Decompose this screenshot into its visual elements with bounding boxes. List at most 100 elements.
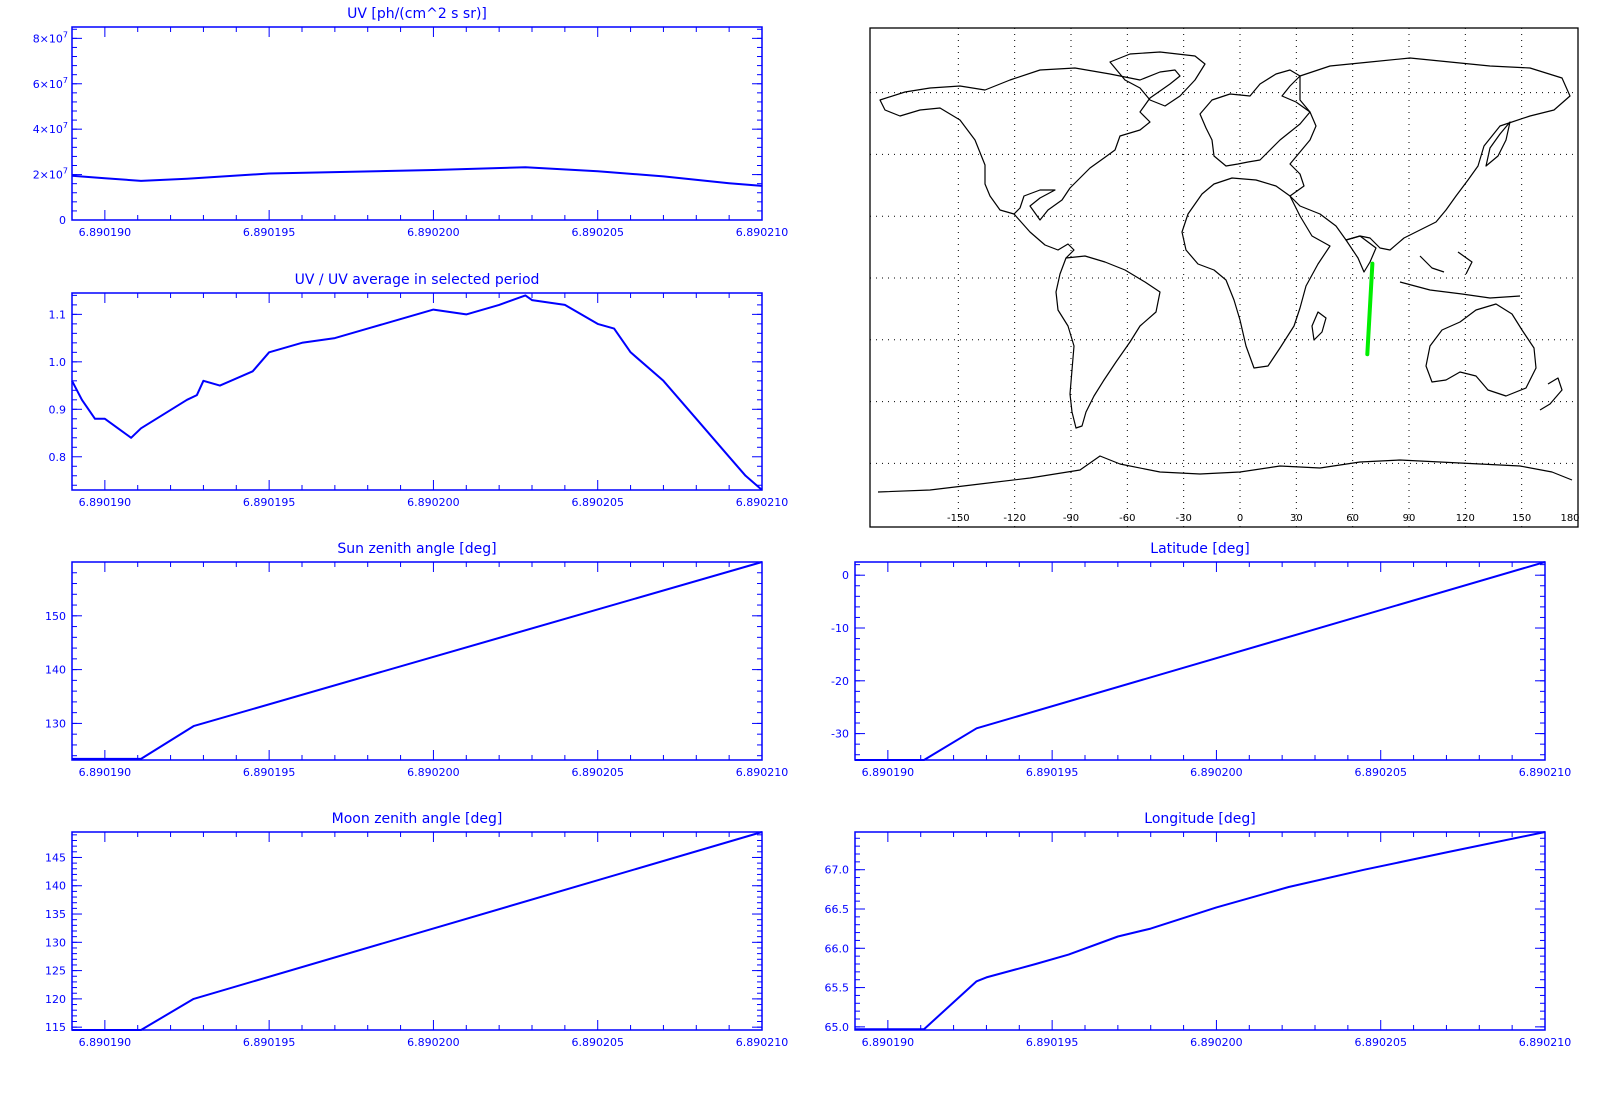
plot-frame — [854, 561, 1546, 761]
coast-india — [1345, 235, 1377, 273]
y-tick-label: 150 — [45, 610, 66, 623]
series-line — [72, 831, 763, 1031]
plot-frame — [71, 292, 763, 491]
coast-japan — [1485, 121, 1511, 167]
uv-chart: UV [ph/(cm^2 s sr)] 6.890190 6.890195 6.890… — [33, 6, 789, 239]
chart-title: Sun zenith angle [deg] — [337, 541, 496, 557]
coast-europe — [1199, 69, 1311, 167]
y-tick-label: 6×107 — [33, 76, 68, 91]
map-tick-label: -90 — [1063, 513, 1079, 524]
y-tick-label: 65.0 — [825, 1021, 850, 1034]
coast-indonesia — [1399, 251, 1521, 299]
map-tick-label: -30 — [1175, 513, 1191, 524]
y-tick-label: 115 — [45, 1021, 66, 1034]
longitude-chart: Longitude [deg] 6.890190 6.890195 6.890200 6… — [825, 811, 1572, 1049]
y-tick-label: 130 — [45, 936, 66, 949]
coast-australia — [1425, 303, 1537, 397]
x-tick-label: 6.890205 — [571, 496, 624, 509]
coast-africa — [1181, 177, 1331, 369]
plot-frame — [71, 26, 763, 221]
y-tick-label: 130 — [45, 717, 66, 730]
x-tick-label: 6.890210 — [736, 766, 789, 779]
map-tick-label: -120 — [1003, 513, 1026, 524]
x-tick-label: 6.890205 — [1354, 766, 1407, 779]
series-line — [71, 166, 763, 187]
y-tick-label: 65.5 — [825, 982, 850, 995]
x-tick-label: 6.890195 — [1026, 766, 1079, 779]
sun-zenith-chart: Sun zenith angle [deg] 6.890190 6.890195 6.… — [45, 541, 788, 779]
x-tick-label: 6.890200 — [407, 226, 460, 239]
y-tick-label: -20 — [831, 675, 849, 688]
y-tick-label: 140 — [45, 880, 66, 893]
map-tick-label: 180 — [1560, 513, 1579, 524]
y-tick-label: 66.5 — [825, 903, 850, 916]
coast-madagascar — [1311, 311, 1327, 341]
world-map-panel: -150 -120 -90 -60 -30 0 30 60 90 120 150 180 — [869, 27, 1580, 528]
x-tick-label: 6.890195 — [243, 766, 296, 779]
series-line — [72, 561, 763, 760]
y-tick-label: 0 — [59, 214, 66, 227]
chart-title: UV [ph/(cm^2 s sr)] — [347, 6, 487, 22]
coast-south-america — [1055, 255, 1161, 429]
chart-title: UV / UV average in selected period — [295, 272, 540, 288]
chart-title: Moon zenith angle [deg] — [332, 811, 503, 827]
map-tick-label: 30 — [1290, 513, 1303, 524]
coast-antarctica — [877, 455, 1573, 493]
y-tick-label: 67.0 — [825, 864, 850, 877]
x-tick-label: 6.890190 — [79, 766, 132, 779]
x-tick-label: 6.890195 — [243, 496, 296, 509]
x-tick-label: 6.890210 — [736, 1036, 789, 1049]
x-tick-label: 6.890205 — [571, 1036, 624, 1049]
plot-frame — [854, 831, 1546, 1031]
x-tick-label: 6.890190 — [79, 496, 132, 509]
x-tick-label: 6.890190 — [79, 226, 132, 239]
y-tick-label: 8×107 — [33, 30, 68, 45]
series-line — [855, 831, 1546, 1031]
x-tick-label: 6.890200 — [407, 1036, 460, 1049]
x-tick-label: 6.890190 — [79, 1036, 132, 1049]
x-tick-label: 6.890190 — [862, 766, 915, 779]
y-tick-label: 140 — [45, 664, 66, 677]
y-tick-label: 1.1 — [49, 308, 67, 321]
uv-ratio-chart: UV / UV average in selected period 6.8901… — [49, 272, 789, 509]
y-tick-label: 145 — [45, 851, 66, 864]
map-tick-label: 0 — [1237, 513, 1243, 524]
x-tick-label: 6.890195 — [243, 1036, 296, 1049]
series-line — [855, 561, 1546, 761]
map-tick-label: -60 — [1119, 513, 1135, 524]
moon-zenith-chart: Moon zenith angle [deg] 6.890190 6.890195 6… — [45, 811, 788, 1049]
plot-frame — [71, 561, 763, 761]
x-tick-label: 6.890195 — [243, 226, 296, 239]
coastlines — [877, 51, 1573, 493]
map-tick-label: 150 — [1512, 513, 1531, 524]
map-grid — [870, 28, 1578, 527]
coast-asia — [1289, 57, 1571, 251]
map-tick-label: 120 — [1456, 513, 1475, 524]
x-tick-label: 6.890200 — [407, 496, 460, 509]
latitude-chart: Latitude [deg] 6.890190 6.890195 6.890200 6.… — [831, 541, 1571, 779]
map-tick-label: 90 — [1403, 513, 1416, 524]
x-tick-label: 6.890210 — [736, 226, 789, 239]
map-tick-label: -150 — [947, 513, 970, 524]
y-tick-label: -30 — [831, 728, 849, 741]
coast-north-america — [879, 67, 1181, 221]
x-tick-label: 6.890205 — [1354, 1036, 1407, 1049]
coast-greenland — [1109, 51, 1206, 107]
y-tick-label: 2×107 — [33, 167, 68, 182]
coast-new-zealand — [1539, 377, 1563, 411]
y-tick-label: 4×107 — [33, 121, 68, 136]
x-tick-label: 6.890210 — [1519, 766, 1572, 779]
y-tick-label: 1.0 — [49, 356, 67, 369]
x-tick-label: 6.890195 — [1026, 1036, 1079, 1049]
y-tick-label: 0 — [842, 569, 849, 582]
y-tick-label: 66.0 — [825, 942, 850, 955]
x-tick-label: 6.890205 — [571, 226, 624, 239]
satellite-track — [1365, 261, 1375, 357]
y-tick-label: -10 — [831, 622, 849, 635]
y-tick-label: 0.8 — [49, 451, 67, 464]
x-tick-label: 6.890210 — [1519, 1036, 1572, 1049]
series-line — [71, 294, 763, 491]
x-tick-label: 6.890210 — [736, 496, 789, 509]
coast-central-america — [1013, 213, 1075, 259]
